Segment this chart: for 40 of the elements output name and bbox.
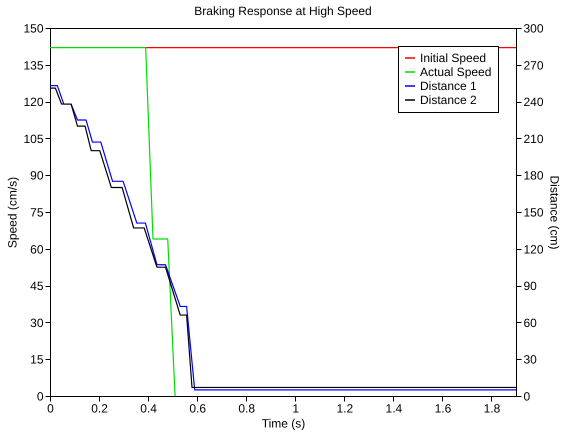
y2-tick-label: 240 bbox=[524, 95, 544, 110]
y-tick-label: 60 bbox=[30, 242, 44, 256]
legend-label: Distance 1 bbox=[420, 79, 478, 93]
y2-axis-title: Distance (cm) bbox=[548, 175, 562, 250]
y-tick-label: 150 bbox=[23, 22, 44, 36]
y-axis-title: Speed (cm/s) bbox=[5, 176, 20, 248]
y2-tick-label: 270 bbox=[524, 58, 544, 72]
y2-tick-label: 300 bbox=[524, 22, 544, 36]
y-tick-label: 105 bbox=[23, 132, 44, 146]
y2-tick-label: 120 bbox=[524, 242, 544, 256]
legend-label: Actual Speed bbox=[420, 65, 492, 79]
y-tick-label: 15 bbox=[30, 352, 44, 367]
y2-tick-label: 150 bbox=[524, 206, 544, 220]
x-tick-label: 1.4 bbox=[386, 402, 403, 416]
y2-tick-label: 30 bbox=[524, 352, 538, 367]
y-tick-label: 90 bbox=[30, 168, 44, 183]
y2-tick-label: 90 bbox=[524, 279, 538, 294]
legend-label: Distance 2 bbox=[420, 93, 478, 107]
y2-tick-label: 180 bbox=[524, 168, 544, 183]
x-axis-title: Time (s) bbox=[262, 416, 306, 430]
x-tick-label: 1.8 bbox=[484, 402, 501, 416]
x-tick-label: 0 bbox=[47, 402, 54, 416]
y-tick-label: 0 bbox=[36, 390, 44, 404]
y2-tick-label: 210 bbox=[524, 132, 544, 146]
y-tick-label: 75 bbox=[30, 206, 44, 220]
y2-tick-label: 0 bbox=[524, 390, 530, 404]
y-tick-label: 135 bbox=[23, 58, 44, 72]
legend-label: Initial Speed bbox=[420, 51, 486, 65]
y-tick-label: 45 bbox=[30, 279, 44, 294]
x-tick-label: 0.4 bbox=[140, 402, 158, 416]
x-tick-label: 1.6 bbox=[434, 402, 452, 416]
chart-title: Braking Response at High Speed bbox=[194, 4, 372, 18]
x-tick-label: 1 bbox=[292, 402, 300, 416]
y-tick-label: 30 bbox=[30, 316, 44, 330]
y2-tick-label: 60 bbox=[524, 316, 538, 330]
x-tick-label: 0.2 bbox=[91, 402, 108, 416]
x-tick-label: 0.6 bbox=[189, 402, 206, 416]
x-tick-label: 0.8 bbox=[238, 402, 256, 416]
x-tick-label: 1.2 bbox=[336, 402, 354, 416]
y-tick-label: 120 bbox=[23, 95, 44, 110]
